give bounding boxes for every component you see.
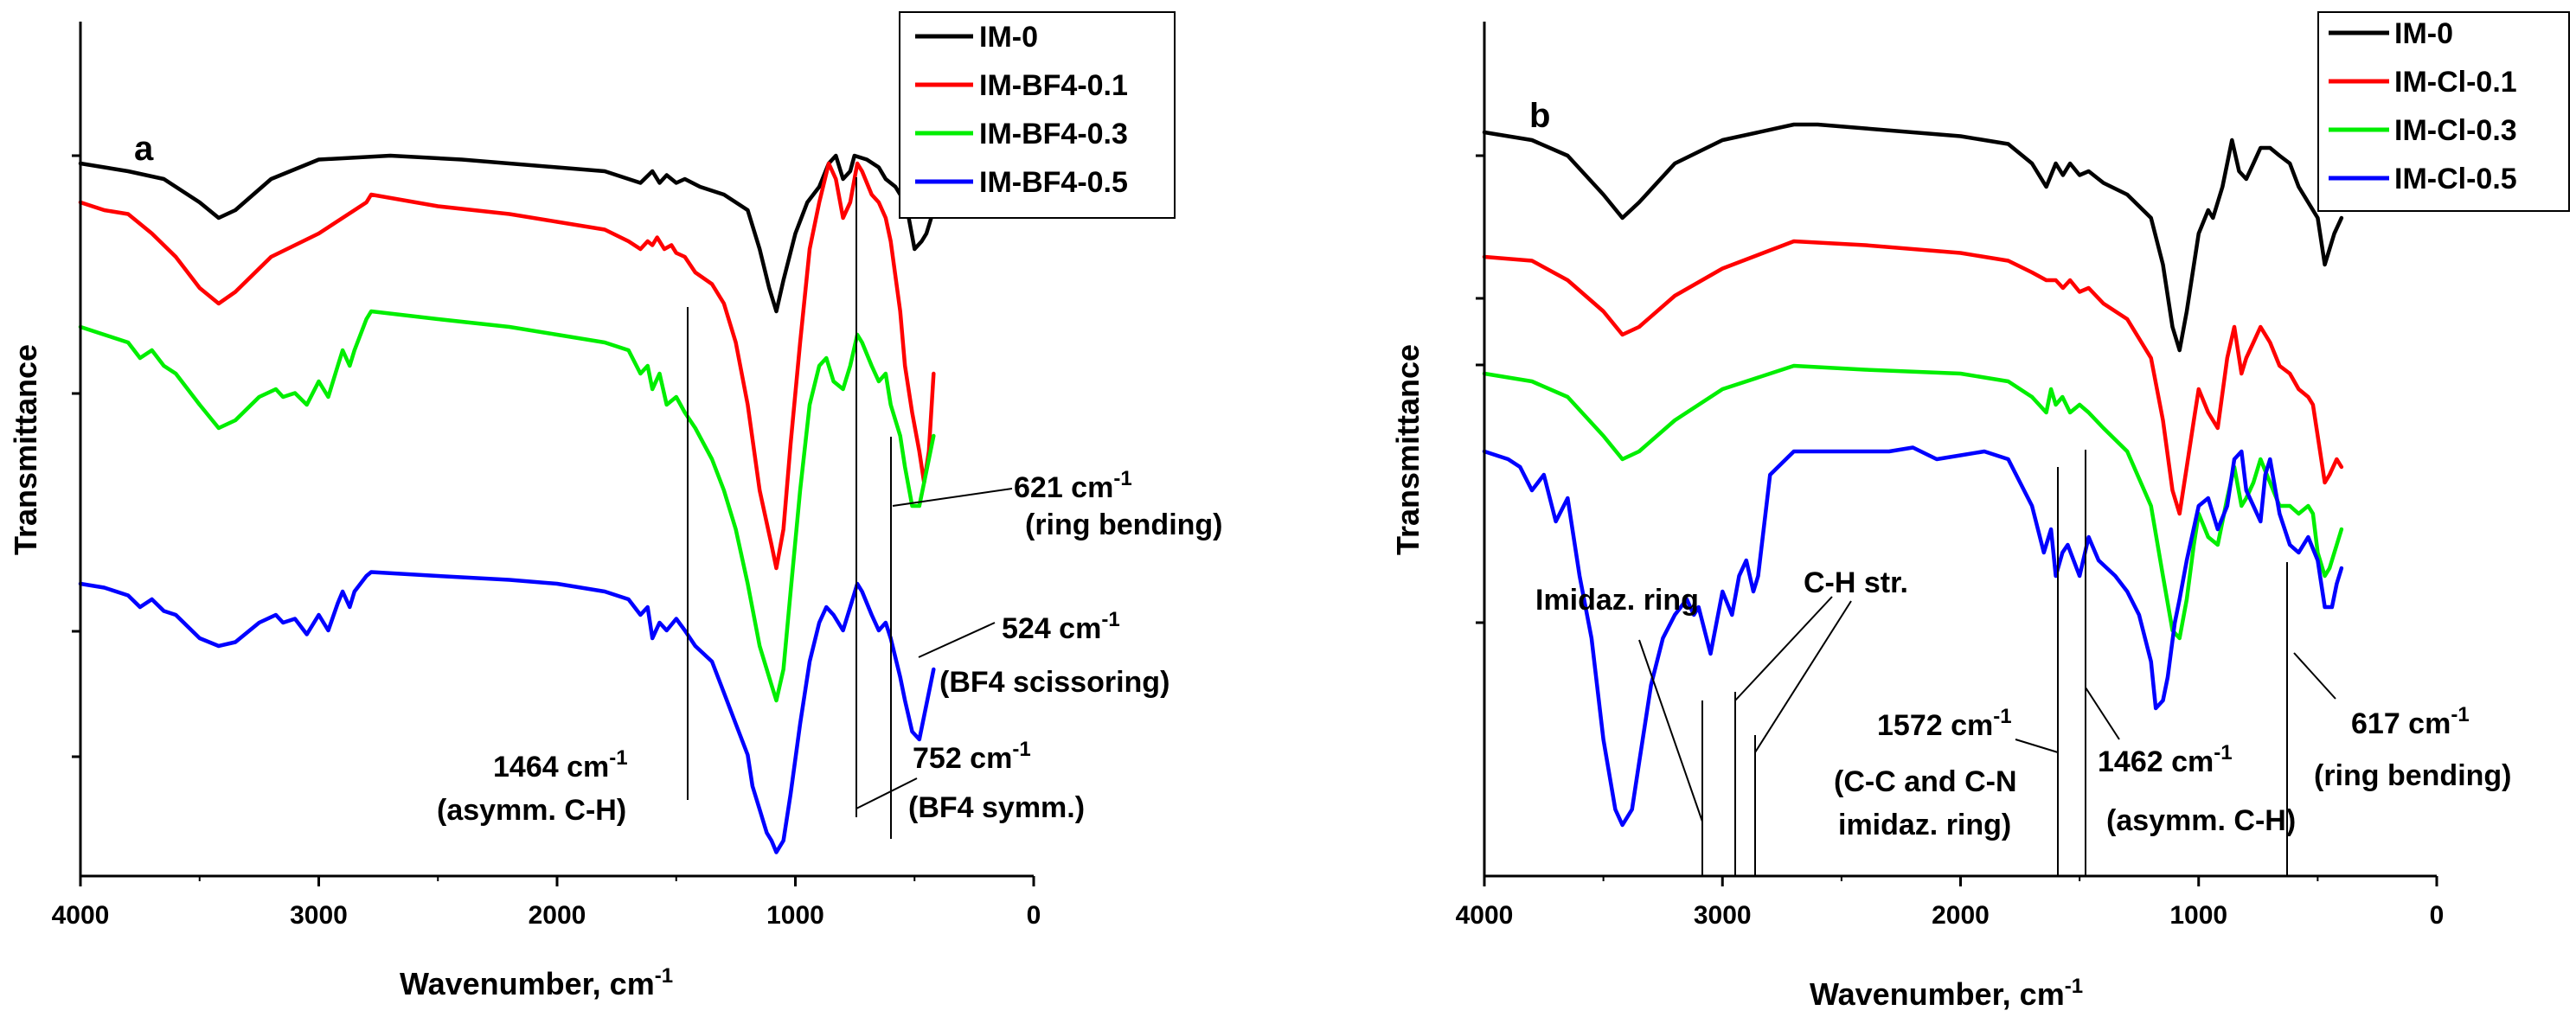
legend-label: IM-Cl-0.1 [2394, 66, 2517, 99]
annot-617-desc: (ring bending) [2314, 759, 2512, 792]
leader-imidaz-label [1638, 639, 1703, 822]
annot-621-desc: (ring bending) [1025, 508, 1223, 541]
annot-752: 752 cm-1 [913, 738, 1031, 775]
annot-1464: 1464 cm-1 [493, 746, 628, 784]
x-tick-label: 3000 [1694, 901, 1752, 930]
x-tick-label: 2000 [529, 901, 586, 930]
legend-label: IM-Cl-0.5 [2394, 163, 2517, 195]
panel-b-legend-entries: IM-0 IM-Cl-0.1 IM-Cl-0.3 IM-Cl-0.5 [2329, 17, 2517, 195]
annot-ch-str: C-H str. [1804, 566, 1908, 599]
panel-b-annotations: Imidaz. ring C-H str. 1572 cm-1 (C-C and… [1535, 450, 2512, 875]
series-line-im-cl-0-3 [1482, 363, 2344, 641]
annot-617: 617 cm-1 [2351, 703, 2470, 740]
leader-621-label [892, 488, 1013, 507]
x-tick-label: 4000 [1456, 901, 1514, 930]
x-tick-label: 0 [1027, 901, 1041, 930]
annot-621: 621 cm-1 [1014, 467, 1132, 504]
series-line-im-bf4-0-3 [78, 309, 936, 703]
leader-ch-label-2 [1754, 600, 1852, 753]
annot-1462: 1462 cm-1 [2098, 741, 2233, 778]
panel-b-x-ticks: 4000 3000 2000 1000 0 [1456, 876, 2445, 930]
legend-label: IM-BF4-0.3 [979, 118, 1128, 150]
annot-1462-desc: (asymm. C-H) [2106, 804, 2296, 837]
panel-a-x-axis-title: Wavenumber, cm-1 [400, 964, 673, 1001]
panel-b-x-axis-title: Wavenumber, cm-1 [1810, 975, 2083, 1012]
x-tick-label: 2000 [1932, 901, 1990, 930]
panel-b-y-ticks [1476, 154, 1484, 624]
legend-label: IM-Cl-0.3 [2394, 114, 2517, 147]
panel-a-legend-entries: IM-0 IM-BF4-0.1 IM-BF4-0.3 IM-BF4-0.5 [915, 21, 1128, 199]
x-tick-label: 1000 [2169, 901, 2227, 930]
legend-label: IM-0 [2394, 17, 2453, 50]
x-tick-label: 1000 [766, 901, 824, 930]
series-line-im-bf4-0-5 [78, 570, 936, 854]
annot-imidaz-ring: Imidaz. ring [1535, 584, 1699, 617]
legend-label: IM-BF4-0.1 [979, 69, 1128, 102]
series-line-im-0 [1482, 122, 2344, 353]
annot-524: 524 cm-1 [1002, 608, 1120, 645]
panel-a-y-axis-title: Transmittance [8, 344, 43, 555]
leader-1462-label [2085, 687, 2120, 740]
annot-752-desc: (BF4 symm.) [908, 791, 1085, 824]
leader-1572-label [2015, 739, 2059, 753]
series-line-im-bf4-0-1 [78, 161, 936, 571]
x-tick-label: 3000 [290, 901, 348, 930]
annot-1572-desc-2: imidaz. ring) [1838, 809, 2011, 841]
leader-524-label [918, 622, 996, 658]
panel-a: 4000 3000 2000 1000 0 Wavenumber, cm-1 Trans… [8, 11, 1223, 1001]
x-tick-label: 4000 [52, 901, 110, 930]
annot-524-desc: (BF4 scissoring) [939, 666, 1169, 699]
panel-b-legend: IM-0 IM-Cl-0.1 IM-Cl-0.3 IM-Cl-0.5 [2317, 11, 2570, 212]
x-tick-label: 0 [2430, 901, 2445, 930]
panel-a-legend: IM-0 IM-BF4-0.1 IM-BF4-0.3 IM-BF4-0.5 [899, 11, 1176, 219]
leader-ch-label-1 [1734, 596, 1833, 701]
annot-1572-desc-1: (C-C and C-N [1834, 765, 2017, 798]
series-line-im-cl-0-1 [1482, 239, 2344, 516]
series-line-im-cl-0-5 [1482, 445, 2344, 828]
legend-label: IM-0 [979, 21, 1038, 54]
panel-a-y-ticks [72, 154, 80, 758]
panel-b-y-axis-title: Transmittance [1390, 344, 1426, 555]
leader-617-label [2293, 652, 2336, 700]
panel-a-annotations: 621 cm-1 (ring bending) 524 cm-1 (BF4 sc… [437, 177, 1223, 839]
panel-a-x-ticks: 4000 3000 2000 1000 0 [52, 876, 1041, 930]
panel-a-curves [78, 153, 941, 854]
panel-b: 4000 3000 2000 1000 0 Wavenumber, cm-1 Trans… [1390, 11, 2570, 1012]
leader-752-label [855, 777, 918, 809]
annot-1572: 1572 cm-1 [1877, 705, 2012, 742]
panel-b-letter: b [1529, 97, 1550, 135]
series-line-im-0 [78, 153, 941, 314]
legend-label: IM-BF4-0.5 [979, 166, 1128, 199]
panel-b-curves [1482, 122, 2344, 828]
panel-a-letter: a [134, 130, 154, 168]
annot-1464-desc: (asymm. C-H) [437, 794, 626, 827]
